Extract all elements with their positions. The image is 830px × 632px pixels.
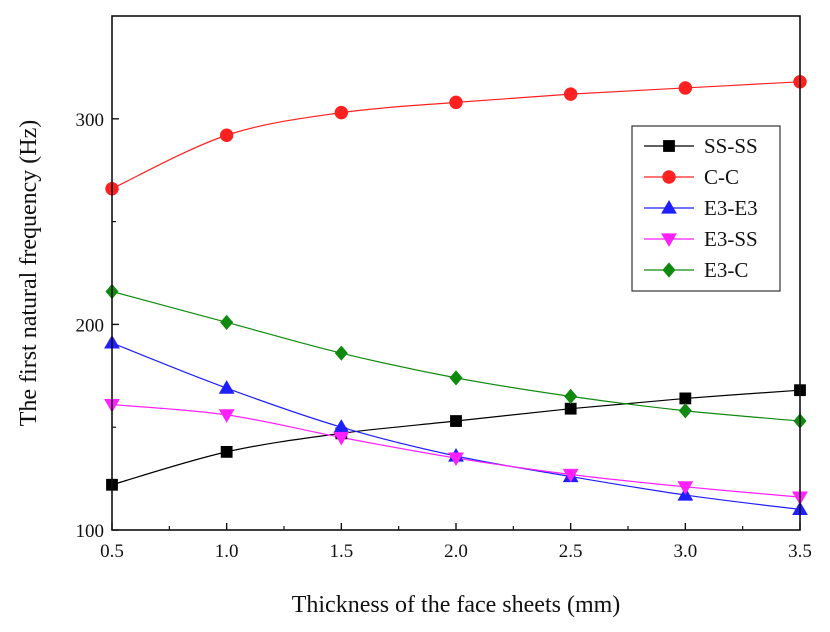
data-point-e3-ss xyxy=(448,452,464,467)
plot-area-frame xyxy=(111,15,801,531)
legend-label-e3-e3: E3-E3 xyxy=(704,196,758,220)
x-tick-label: 2.5 xyxy=(559,541,583,562)
y-tick-label: 100 xyxy=(76,521,105,542)
series-line-ss-ss xyxy=(111,389,801,486)
legend: SS-SS C-C E3-E3 E3-SS E3-C xyxy=(631,125,781,292)
y-tick-label: 200 xyxy=(76,315,105,336)
series-markers xyxy=(104,75,808,516)
x-tick-label: 0.5 xyxy=(100,541,124,562)
x-tick-label: 1.5 xyxy=(329,541,353,562)
data-point-ss-ss xyxy=(220,445,233,458)
legend-label-c-c: C-C xyxy=(704,165,739,189)
data-point-c-c xyxy=(449,95,463,110)
tick-labels: 0.5 1.0 1.5 2.0 2.5 3.0 3.5 100 200 300 xyxy=(76,110,812,562)
data-point-e3-c xyxy=(334,345,348,361)
x-tick-label: 2.0 xyxy=(444,541,468,562)
legend-marker-e3-c xyxy=(662,262,676,278)
data-point-e3-c xyxy=(678,403,692,419)
legend-marker-e3-ss xyxy=(661,233,677,247)
data-point-e3-e3 xyxy=(218,380,235,394)
x-axis-title: Thickness of the face sheets (mm) xyxy=(292,592,621,618)
data-point-c-c xyxy=(563,87,578,101)
x-tick-label: 3.0 xyxy=(673,541,697,562)
legend-marker-e3-e3 xyxy=(661,200,677,214)
data-point-ss-ss xyxy=(564,402,577,415)
data-point-e3-c xyxy=(220,314,234,330)
legend-label-e3-c: E3-C xyxy=(704,258,748,282)
legend-marker-ss-ss xyxy=(663,140,675,152)
legend-marker-c-c xyxy=(662,170,676,184)
data-point-e3-c xyxy=(564,388,578,404)
y-axis-title: The first natural frequency (Hz) xyxy=(16,120,42,427)
data-point-e3-ss xyxy=(218,409,235,423)
series-line-e3-c xyxy=(111,290,801,422)
data-point-e3-ss xyxy=(333,431,350,446)
data-point-e3-ss xyxy=(562,468,579,483)
legend-label-e3-ss: E3-SS xyxy=(704,227,758,251)
x-tick-label: 3.5 xyxy=(788,541,812,562)
data-point-ss-ss xyxy=(450,415,462,427)
legend-label-ss-ss: SS-SS xyxy=(704,134,758,158)
data-point-ss-ss xyxy=(679,392,692,405)
y-tick-label: 300 xyxy=(76,110,105,131)
data-point-e3-ss xyxy=(677,481,694,495)
data-point-e3-c xyxy=(449,370,463,386)
x-tick-label: 1.0 xyxy=(215,541,239,562)
data-point-c-c xyxy=(678,81,693,95)
data-point-c-c xyxy=(334,105,349,120)
data-point-c-c xyxy=(219,128,234,142)
